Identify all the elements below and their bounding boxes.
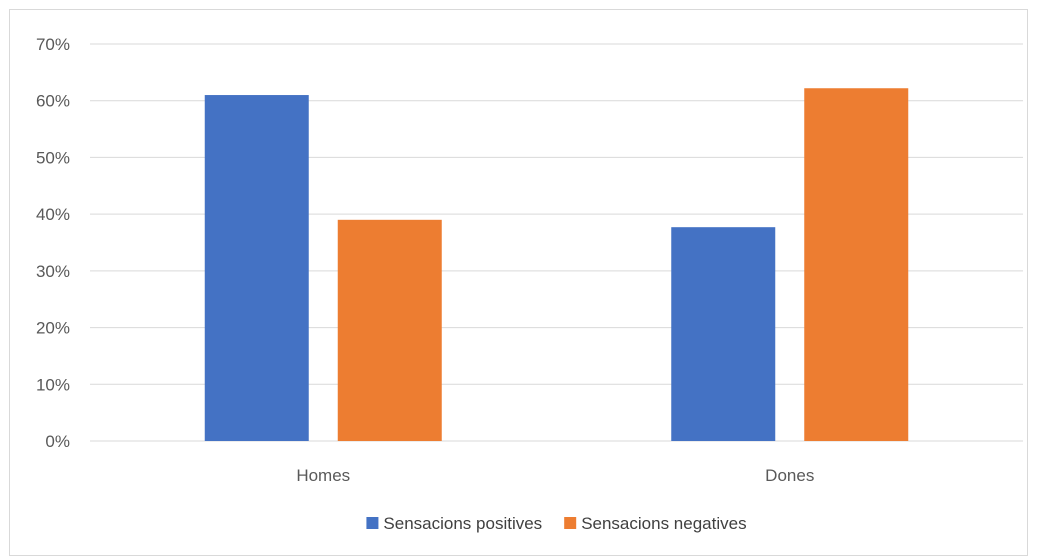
- bar-dones-series-1: [671, 227, 776, 441]
- y-tick-label: 10%: [36, 375, 70, 394]
- y-tick-label: 20%: [36, 319, 70, 338]
- y-tick-label: 60%: [36, 92, 70, 111]
- legend-item: Sensacions positives: [366, 514, 542, 533]
- y-tick-label: 0%: [45, 432, 70, 451]
- legend-swatch: [564, 517, 577, 529]
- bars: [204, 88, 909, 442]
- y-axis-tick-labels: 0% 10% 20% 30% 40% 50% 60% 70%: [36, 35, 70, 451]
- bar-homes-series-2: [337, 219, 442, 441]
- bar-dones-series-2: [804, 88, 909, 441]
- x-tick-label: Homes: [296, 466, 350, 485]
- legend-swatch: [366, 517, 379, 529]
- y-tick-label: 70%: [36, 35, 70, 54]
- legend-label: Sensacions negatives: [581, 514, 746, 533]
- y-tick-label: 40%: [36, 205, 70, 224]
- bar-homes-series-1: [204, 95, 309, 442]
- y-tick-label: 50%: [36, 148, 70, 167]
- x-tick-label: Dones: [765, 466, 814, 485]
- y-tick-label: 30%: [36, 262, 70, 281]
- x-axis-tick-labels: Homes Dones: [296, 466, 814, 485]
- legend: Sensacions positives Sensacions negatives: [366, 514, 747, 533]
- legend-label: Sensacions positives: [383, 514, 542, 533]
- legend-item: Sensacions negatives: [564, 514, 747, 533]
